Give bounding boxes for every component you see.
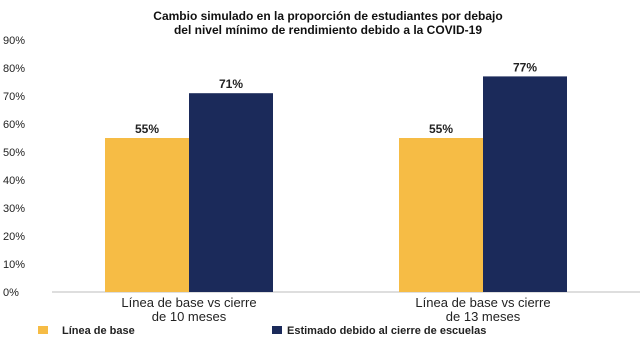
legend-label: Línea de base (62, 325, 135, 337)
x-category-label: Línea de base vs cierre (415, 295, 550, 310)
y-tick-label: 50% (3, 147, 25, 159)
legend-label: Estimado debido al cierre de escuelas (287, 325, 486, 337)
bar (105, 138, 189, 292)
x-category-label: de 10 meses (152, 309, 227, 324)
bar-value-label: 55% (429, 122, 453, 136)
chart-title: Cambio simulado en la proporción de estu… (153, 9, 502, 37)
y-tick-label: 20% (3, 231, 25, 243)
x-category-label: de 13 meses (446, 309, 521, 324)
y-tick-label: 10% (3, 259, 25, 271)
chart-title-line-2: del nivel mínimo de rendimiento debido a… (174, 23, 482, 37)
bar-value-label: 71% (219, 77, 243, 91)
chart-title-line-1: Cambio simulado en la proporción de estu… (153, 9, 502, 23)
bar (189, 93, 273, 292)
bar-value-label: 55% (135, 122, 159, 136)
y-tick-label: 80% (3, 63, 25, 75)
y-tick-label: 60% (3, 119, 25, 131)
bars (105, 76, 567, 293)
legend-swatch (38, 326, 48, 334)
y-tick-label: 70% (3, 91, 25, 103)
y-tick-label: 0% (3, 287, 19, 299)
legend-swatch (272, 326, 282, 334)
x-category-label: Línea de base vs cierre (121, 295, 256, 310)
bar (483, 76, 567, 293)
y-tick-label: 40% (3, 175, 25, 187)
y-tick-label: 30% (3, 203, 25, 215)
y-tick-label: 90% (3, 35, 25, 47)
legend: Línea de base Estimado debido al cierre d… (38, 325, 486, 337)
y-axis-ticks: 0% 10% 20% 30% 40% 50% 60% 70% 80% 90% (3, 35, 25, 299)
bar (399, 138, 483, 292)
data-labels: 55% 71% 55% 77% (135, 60, 537, 136)
bar-value-label: 77% (513, 60, 537, 74)
